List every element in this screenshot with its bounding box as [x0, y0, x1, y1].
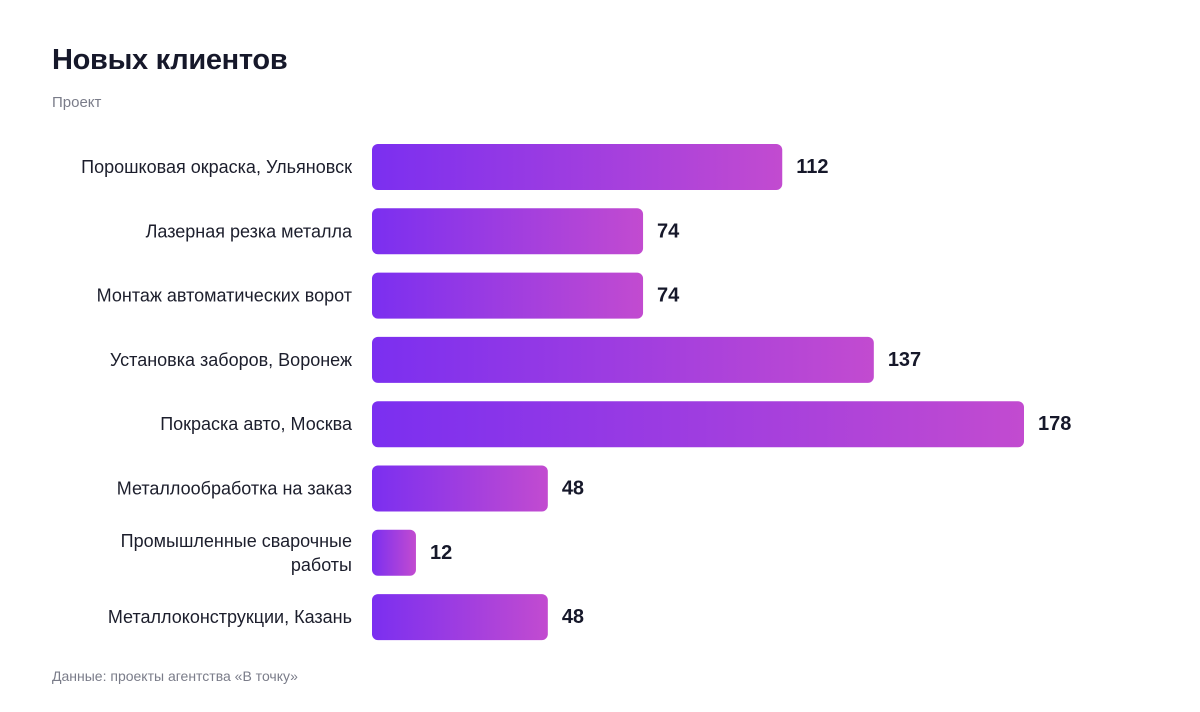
value-label: 48: [562, 606, 584, 628]
category-label: Монтаж автоматических ворот: [97, 286, 352, 306]
bar: [372, 529, 416, 576]
category-label: Металлоконструкции, Казань: [108, 607, 352, 627]
bar-row: Монтаж автоматических ворот 74: [97, 272, 680, 319]
category-label: Металлообработка на заказ: [117, 479, 352, 499]
chart-subtitle: Проект: [52, 94, 102, 111]
bar-row: Покраска авто, Москва 178: [160, 401, 1071, 448]
category-label: Промышленные сварочные работы: [121, 531, 352, 575]
category-label: Лазерная резка металла: [146, 221, 353, 241]
bars-layer: Порошковая окраска, Ульяновск 112 Лазерная…: [81, 144, 1071, 641]
value-label: 74: [657, 285, 680, 307]
value-label: 48: [562, 478, 584, 500]
category-label: Порошковая окраска, Ульяновск: [81, 157, 352, 177]
bar: [372, 208, 644, 255]
bar-row: Металлоконструкции, Казань 48: [108, 594, 584, 641]
bar: [372, 272, 644, 319]
source-note: Данные: проекты агентства «В точку»: [52, 668, 298, 684]
bar: [372, 401, 1024, 448]
bar-row: Порошковая окраска, Ульяновск 112: [81, 144, 829, 190]
value-label: 137: [888, 349, 921, 371]
value-label: 74: [657, 220, 680, 242]
value-label: 178: [1038, 413, 1071, 435]
category-label: Установка заборов, Воронеж: [110, 350, 352, 370]
bar: [372, 594, 548, 641]
bar-row: Установка заборов, Воронеж 137: [110, 336, 921, 383]
bar: [372, 465, 548, 512]
bar: [372, 144, 783, 190]
chart-title: Новых клиентов: [52, 44, 288, 76]
bar: [372, 336, 874, 383]
value-label: 12: [430, 542, 452, 564]
category-label: Покраска авто, Москва: [160, 414, 353, 434]
bar-row: Лазерная резка металла 74: [146, 208, 680, 255]
bar-row: Металлообработка на заказ 48: [117, 465, 584, 512]
value-label: 112: [796, 156, 828, 178]
bar-row: Промышленные сварочные работы 12: [121, 529, 452, 576]
